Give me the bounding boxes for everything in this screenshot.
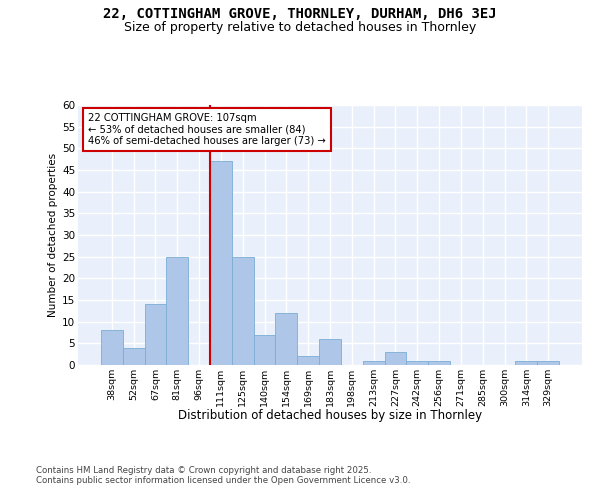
Bar [166, 256, 188, 365]
Bar [363, 360, 385, 365]
Text: 22 COTTINGHAM GROVE: 107sqm
← 53% of detached houses are smaller (84)
46% of sem: 22 COTTINGHAM GROVE: 107sqm ← 53% of det… [88, 113, 326, 146]
Bar [428, 360, 450, 365]
Bar [210, 162, 232, 365]
Text: Size of property relative to detached houses in Thornley: Size of property relative to detached ho… [124, 21, 476, 34]
Bar [254, 334, 275, 365]
Bar [232, 256, 254, 365]
Bar [385, 352, 406, 365]
Bar [123, 348, 145, 365]
Bar [297, 356, 319, 365]
Bar [101, 330, 123, 365]
Text: 22, COTTINGHAM GROVE, THORNLEY, DURHAM, DH6 3EJ: 22, COTTINGHAM GROVE, THORNLEY, DURHAM, … [103, 8, 497, 22]
Bar [515, 360, 537, 365]
Y-axis label: Number of detached properties: Number of detached properties [48, 153, 58, 317]
X-axis label: Distribution of detached houses by size in Thornley: Distribution of detached houses by size … [178, 409, 482, 422]
Bar [319, 339, 341, 365]
Text: Contains HM Land Registry data © Crown copyright and database right 2025.
Contai: Contains HM Land Registry data © Crown c… [36, 466, 410, 485]
Bar [537, 360, 559, 365]
Bar [275, 313, 297, 365]
Bar [406, 360, 428, 365]
Bar [145, 304, 166, 365]
